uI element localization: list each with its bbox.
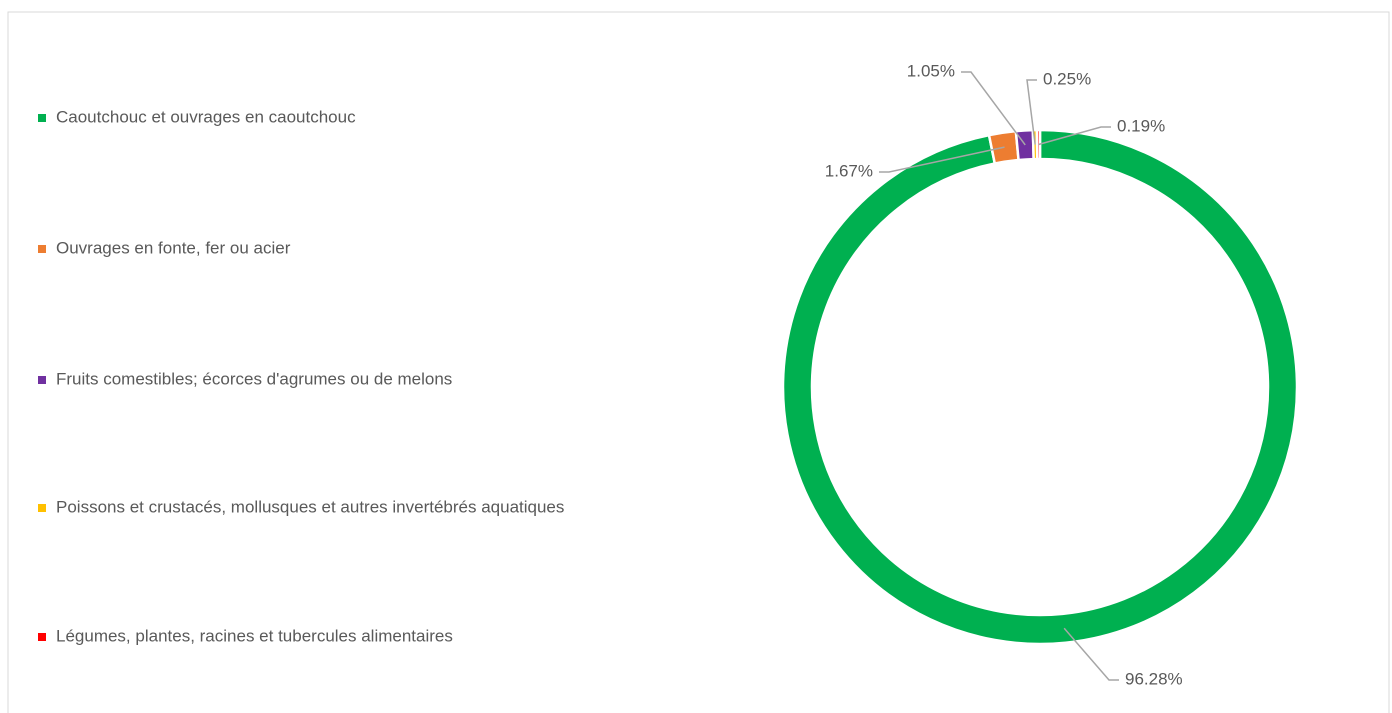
donut-slice — [781, 128, 1299, 646]
legend-swatch — [38, 245, 46, 253]
data-label: 96.28% — [1125, 669, 1183, 688]
leader-line — [1026, 79, 1037, 145]
leader-line — [1063, 627, 1119, 681]
donut-slice — [1035, 128, 1042, 161]
legend-label: Légumes, plantes, racines et tubercules … — [56, 626, 453, 645]
leader-line — [879, 146, 1005, 173]
data-label: 1.67% — [825, 161, 873, 180]
leader-line — [961, 71, 1026, 146]
legend-label: Ouvrages en fonte, fer ou acier — [56, 238, 291, 257]
leader-line — [1038, 126, 1111, 146]
legend-label: Fruits comestibles; écorces d'agrumes ou… — [56, 369, 452, 388]
data-label: 1.05% — [907, 61, 955, 80]
legend-label: Caoutchouc et ouvrages en caoutchouc — [56, 107, 356, 126]
legend-swatch — [38, 376, 46, 384]
data-label: 0.25% — [1043, 69, 1091, 88]
chart-border — [7, 11, 1390, 713]
legend-swatch — [38, 504, 46, 512]
data-label: 0.19% — [1117, 116, 1165, 135]
legend-swatch — [38, 114, 46, 122]
legend-swatch — [38, 633, 46, 641]
legend-label: Poissons et crustacés, mollusques et aut… — [56, 497, 564, 516]
